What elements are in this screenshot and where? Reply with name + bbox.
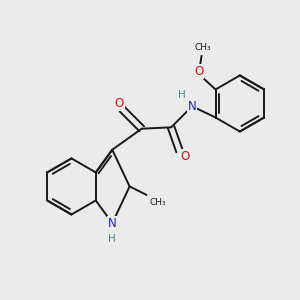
Text: CH₃: CH₃ [149,198,166,207]
Text: O: O [194,65,203,78]
Text: CH₃: CH₃ [195,44,211,52]
Text: H: H [108,234,116,244]
Text: N: N [108,217,117,230]
Text: O: O [115,97,124,110]
Text: H: H [178,89,186,100]
Text: N: N [188,100,197,113]
Text: O: O [181,150,190,163]
